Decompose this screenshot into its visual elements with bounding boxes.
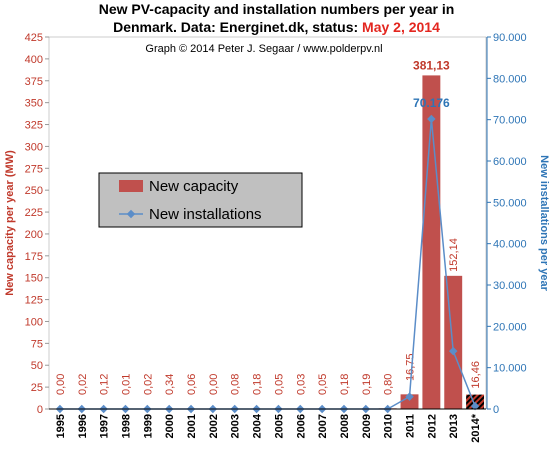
installations-value-label: 70.176 <box>413 96 450 110</box>
bar-value-label: 0,34 <box>164 374 176 395</box>
y-tick-label: 350 <box>25 98 43 110</box>
y2-tick-label: 70.000 <box>493 115 527 127</box>
x-tick-label: 2000 <box>164 414 176 438</box>
y-tick-label: 425 <box>25 32 43 44</box>
bar-value-label: 0,00 <box>55 374 67 395</box>
bar-value-label: 0,01 <box>120 374 132 395</box>
y-tick-label: 125 <box>25 295 43 307</box>
bar-value-label: 16,75 <box>405 353 417 381</box>
y-axis-label: New capacity per year (MW) <box>4 150 16 296</box>
bar-value-label: 0,19 <box>361 374 373 395</box>
legend-label-capacity: New capacity <box>149 178 239 195</box>
x-tick-label: 1995 <box>55 414 67 438</box>
x-tick-label: 2005 <box>273 414 285 438</box>
chart-title-line1: New PV-capacity and installation numbers… <box>98 1 455 17</box>
legend-marker-installations <box>126 209 136 219</box>
y2-axis-label: New installations per year <box>538 155 550 291</box>
legend: New capacity New installations <box>98 172 303 228</box>
x-tick-label: 1999 <box>142 414 154 438</box>
bar-value-label: 0,12 <box>99 374 111 395</box>
y-tick-label: 150 <box>25 273 43 285</box>
x-tick-label: 2007 <box>317 414 329 438</box>
bar-value-label: 0,18 <box>252 374 264 395</box>
x-tick-label: 2001 <box>186 414 198 438</box>
bar-value-label: 0,02 <box>77 374 89 395</box>
chart-title-line2: Denmark. Data: Energinet.dk, status: May… <box>0 18 553 36</box>
installations-marker <box>448 346 458 356</box>
installations-marker <box>427 114 436 124</box>
y-tick-label: 375 <box>25 76 43 88</box>
y2-tick-label: 80.000 <box>493 73 527 85</box>
y2-tick-label: 40.000 <box>493 239 527 251</box>
y2-tick-label: 60.000 <box>493 156 527 168</box>
y-tick-label: 300 <box>25 141 43 153</box>
y2-tick-label: 90.000 <box>493 32 527 44</box>
bar-value-label: 0,08 <box>230 374 242 395</box>
y2-tick-label: 50.000 <box>493 197 527 209</box>
y2-tick-label: 0 <box>493 404 499 416</box>
bar-value-label: 152,14 <box>448 238 460 272</box>
x-tick-label: 2003 <box>230 414 242 438</box>
x-tick-label: 2012 <box>426 414 438 438</box>
x-tick-label: 2014* <box>470 413 482 442</box>
x-tick-label: 2002 <box>208 414 220 438</box>
installations-marker <box>405 392 414 401</box>
y2-tick-label: 30.000 <box>493 280 527 292</box>
bar-value-label: 0,03 <box>295 374 307 395</box>
bar-value-label: 16,46 <box>470 361 482 389</box>
bar-value-label: 0,06 <box>186 374 198 395</box>
bar-value-label: 0,02 <box>142 374 154 395</box>
y-tick-label: 400 <box>25 54 43 66</box>
y-tick-label: 325 <box>25 120 43 132</box>
y2-tick-label: 20.000 <box>493 321 527 333</box>
y-tick-label: 175 <box>25 251 43 263</box>
x-tick-label: 2011 <box>405 414 417 438</box>
x-tick-label: 2004 <box>252 413 264 438</box>
y-tick-label: 0 <box>37 404 43 416</box>
bar-value-label: 0,05 <box>317 374 329 395</box>
credit-text: Graph © 2014 Peter J. Segaar / www.polde… <box>145 43 382 55</box>
x-tick-label: 1996 <box>77 414 89 438</box>
x-tick-label: 2008 <box>339 414 351 438</box>
bar-value-label: 0,80 <box>383 374 395 395</box>
legend-swatch-capacity <box>119 180 143 192</box>
x-tick-label: 2013 <box>448 414 460 438</box>
chart-title: New PV-capacity and installation numbers… <box>0 0 553 36</box>
capacity-bar <box>444 275 463 409</box>
y-tick-label: 275 <box>25 163 43 175</box>
capacity-bar <box>466 394 485 409</box>
x-tick-label: 2009 <box>361 414 373 438</box>
bar-value-label: 0,05 <box>273 374 285 395</box>
installations-marker <box>470 401 480 411</box>
y-tick-label: 200 <box>25 229 43 241</box>
x-tick-label: 2010 <box>383 414 395 438</box>
x-tick-label: 1998 <box>120 414 132 438</box>
bar-value-label: 0,00 <box>208 374 220 395</box>
x-tick-label: 1997 <box>99 414 111 438</box>
capacity-bar <box>400 394 419 409</box>
status-date: May 2, 2014 <box>362 19 440 35</box>
y-tick-label: 25 <box>31 382 43 394</box>
y-tick-label: 50 <box>31 360 43 372</box>
y2-tick-label: 10.000 <box>493 363 527 375</box>
y-tick-label: 250 <box>25 185 43 197</box>
chart-title-prefix: Denmark. Data: Energinet.dk, status: <box>113 19 359 35</box>
y-tick-label: 75 <box>31 338 43 350</box>
y-tick-label: 100 <box>25 316 43 328</box>
bar-value-label: 381,13 <box>413 58 450 72</box>
legend-label-installations: New installations <box>149 206 262 223</box>
bar-value-label: 0,18 <box>339 374 351 395</box>
x-tick-label: 2006 <box>295 414 307 438</box>
y-tick-label: 225 <box>25 207 43 219</box>
